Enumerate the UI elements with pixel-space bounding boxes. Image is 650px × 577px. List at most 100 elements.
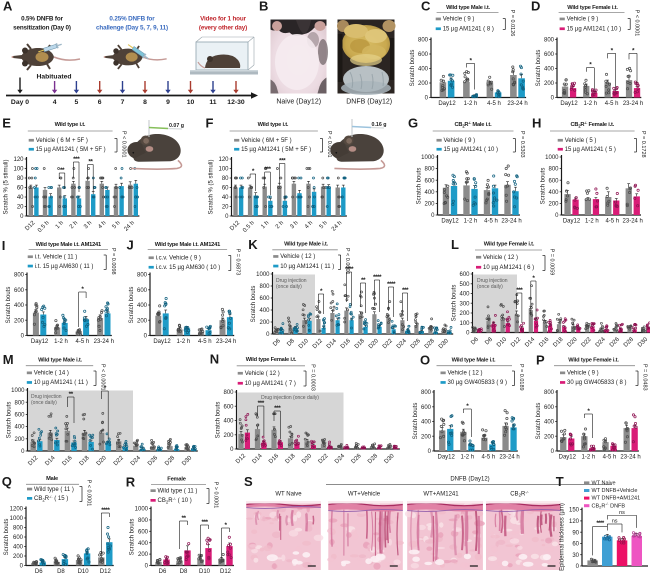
svg-text:Day12: Day12: [559, 455, 577, 461]
svg-text:P < 0.0001: P < 0.0001: [326, 131, 332, 158]
svg-text:Drug injection: Drug injection: [477, 278, 508, 284]
svg-text:600: 600: [137, 288, 148, 294]
svg-text:0.07 g: 0.07 g: [169, 123, 184, 129]
svg-text:600: 600: [223, 404, 234, 410]
svg-text:Scratch bouts: Scratch bouts: [413, 403, 419, 440]
svg-text:400: 400: [14, 425, 25, 431]
svg-text:sensitization (Day 0): sensitization (Day 0): [13, 25, 71, 32]
svg-text:4: 4: [53, 99, 57, 106]
svg-text:Scratch bouts: Scratch bouts: [216, 402, 222, 439]
svg-text:H: H: [532, 116, 541, 131]
svg-text:60: 60: [572, 542, 579, 548]
svg-text:Vehicle ( 12 ): Vehicle ( 12 ): [245, 371, 280, 377]
svg-text:600: 600: [14, 288, 25, 294]
svg-text:1-2 h: 1-2 h: [464, 219, 478, 225]
svg-text:Scratch bouts: Scratch bouts: [417, 168, 423, 205]
svg-text:40: 40: [17, 195, 24, 201]
svg-text:800: 800: [14, 273, 25, 279]
svg-text:400: 400: [424, 190, 435, 196]
svg-text:*: *: [252, 168, 255, 175]
svg-text:Vehicle ( 9 ): Vehicle ( 9 ): [444, 138, 476, 144]
svg-text:0: 0: [225, 214, 229, 220]
svg-text:Day12: Day12: [153, 339, 171, 345]
svg-text:D6: D6: [35, 569, 43, 575]
svg-text:400: 400: [418, 67, 429, 73]
svg-text:4-5 h: 4-5 h: [198, 339, 212, 345]
svg-text:1-2 h: 1-2 h: [464, 101, 478, 107]
svg-text:800: 800: [138, 518, 149, 524]
svg-text:200: 200: [424, 202, 435, 208]
svg-text:800: 800: [421, 390, 432, 396]
svg-text:Scratch bouts: Scratch bouts: [541, 168, 547, 205]
svg-text:****: ****: [345, 266, 354, 273]
svg-text:20: 20: [17, 205, 24, 211]
svg-text:90: 90: [572, 530, 579, 536]
svg-text:10: 10: [187, 99, 195, 106]
svg-text:7: 7: [121, 99, 125, 106]
svg-text:400: 400: [137, 303, 148, 309]
svg-text:D6: D6: [470, 336, 480, 346]
svg-text:Day12: Day12: [438, 101, 456, 107]
svg-text:Scratch bouts: Scratch bouts: [129, 287, 135, 324]
svg-text:4-5 h: 4-5 h: [76, 339, 90, 345]
svg-text:P = 0.0098: P = 0.0098: [110, 248, 116, 275]
svg-text:1200: 1200: [10, 507, 24, 513]
svg-text:Vehicle ( 5 ): Vehicle ( 5 ): [565, 138, 597, 144]
svg-text:ns: ns: [619, 510, 625, 516]
svg-text:Wild type Female i.t.: Wild type Female i.t.: [567, 5, 618, 11]
svg-text:*: *: [532, 275, 535, 282]
svg-text:O: O: [420, 353, 430, 368]
svg-text:F: F: [206, 116, 214, 131]
svg-text:800: 800: [223, 390, 234, 396]
svg-text:5: 5: [75, 99, 79, 106]
svg-text:D6: D6: [272, 338, 282, 348]
svg-text:80: 80: [222, 176, 229, 182]
svg-text:WT+AM1241: WT+AM1241: [423, 492, 459, 498]
svg-text:400: 400: [421, 420, 432, 426]
svg-text:Drug injection: Drug injection: [276, 278, 307, 284]
svg-text:G: G: [408, 116, 418, 131]
svg-text:i.c.v. Vehicle ( 9 ): i.c.v. Vehicle ( 9 ): [156, 256, 201, 262]
svg-text:200: 200: [459, 311, 470, 317]
svg-text:***: ***: [258, 400, 265, 407]
svg-text:800: 800: [424, 167, 435, 173]
svg-text:23-24 h: 23-24 h: [623, 101, 643, 107]
svg-text:60: 60: [222, 186, 229, 192]
svg-text:P < 0.0001: P < 0.0001: [86, 480, 92, 507]
svg-text:Male: Male: [46, 476, 58, 482]
svg-text:I: I: [2, 238, 6, 253]
svg-text:23-24 h: 23-24 h: [499, 455, 519, 461]
svg-text:60: 60: [17, 186, 24, 192]
svg-text:Vehicle ( 12 ): Vehicle ( 12 ): [280, 254, 315, 260]
svg-text:200: 200: [137, 318, 148, 324]
svg-text:Q: Q: [2, 474, 12, 489]
svg-text:200: 200: [14, 437, 25, 443]
svg-text:Habituated: Habituated: [36, 74, 71, 81]
svg-text:23-24 h: 23-24 h: [94, 339, 114, 345]
svg-text:(once daily): (once daily): [31, 400, 57, 406]
svg-text:150: 150: [569, 508, 580, 514]
svg-text:800: 800: [13, 526, 24, 532]
svg-text:200: 200: [544, 434, 555, 440]
svg-text:0: 0: [576, 564, 580, 570]
svg-text:*: *: [81, 286, 84, 293]
svg-text:12-30: 12-30: [227, 99, 245, 106]
svg-text:D: D: [531, 0, 540, 14]
svg-text:P < 0.0001: P < 0.0001: [634, 10, 640, 37]
svg-text:D6: D6: [159, 569, 167, 575]
svg-text:400: 400: [13, 545, 24, 551]
svg-text:Vehicle ( 14 ): Vehicle ( 14 ): [34, 371, 69, 377]
svg-text:15 µg AM1241 ( 5M + 5F ): 15 µg AM1241 ( 5M + 5F ): [241, 147, 311, 153]
svg-text:23-24 h: 23-24 h: [620, 455, 640, 461]
svg-text:30 µg GW405833 ( 8 ): 30 µg GW405833 ( 8 ): [567, 380, 627, 386]
svg-text:Vehicle ( 9 ): Vehicle ( 9 ): [567, 17, 599, 23]
svg-text:1000: 1000: [10, 516, 24, 522]
svg-text:200: 200: [548, 202, 559, 208]
svg-text:**: **: [60, 167, 65, 174]
svg-text:2 h: 2 h: [275, 220, 285, 230]
svg-text:30 µg GW405833 ( 9 ): 30 µg GW405833 ( 9 ): [448, 380, 508, 386]
svg-text:Wild type Male i.t.: Wild type Male i.t.: [446, 5, 490, 11]
svg-text:1000: 1000: [421, 155, 435, 161]
svg-text:200: 200: [544, 81, 555, 87]
svg-text:4-5 h: 4-5 h: [605, 219, 619, 225]
